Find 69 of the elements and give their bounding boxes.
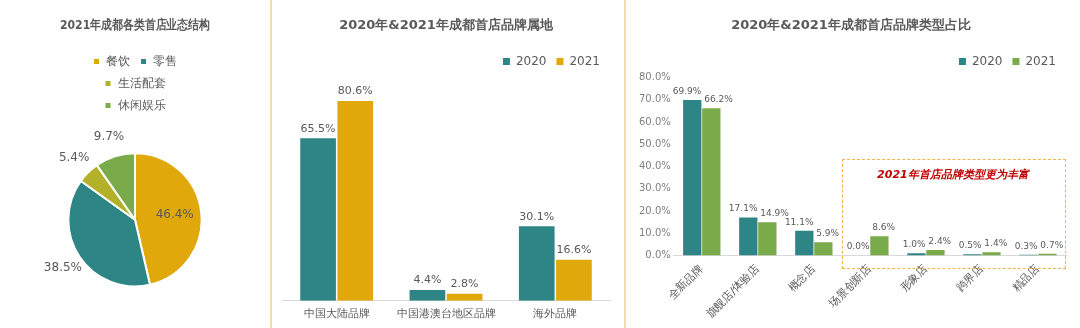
bar xyxy=(870,236,889,256)
data-label: 5.9% xyxy=(816,228,840,239)
x-tick-label: 中国大陆品牌 xyxy=(303,307,370,321)
data-label: 1.4% xyxy=(984,238,1008,249)
x-tick-label: 中国港澳台地区品牌 xyxy=(396,307,496,321)
data-label: 16.6% xyxy=(556,242,592,256)
data-label: 14.9% xyxy=(760,208,790,219)
bar xyxy=(337,100,374,301)
data-label: 38.5% xyxy=(43,259,82,274)
bar xyxy=(409,289,446,301)
data-label: 5.4% xyxy=(58,150,90,165)
data-label: 2.8% xyxy=(450,277,479,291)
bar xyxy=(556,259,592,301)
data-label: 0.7% xyxy=(1040,239,1064,250)
chart-title: 2021年成都各类首店业态结构 xyxy=(59,17,211,33)
data-label: 69.9% xyxy=(672,85,702,96)
x-tick-label: 跨界店 xyxy=(953,261,987,295)
x-tick-label: 海外品牌 xyxy=(533,307,578,321)
bar xyxy=(926,250,945,256)
data-label: 0.3% xyxy=(1014,240,1039,251)
data-label: 4.4% xyxy=(413,273,442,287)
y-tick-label: 80.0% xyxy=(638,71,671,83)
data-label: 30.1% xyxy=(519,209,555,223)
data-label: 17.1% xyxy=(728,203,758,214)
data-label: 66.2% xyxy=(704,94,734,105)
data-label: 1.0% xyxy=(902,239,926,249)
bar xyxy=(795,230,814,256)
chart-title: 2020年&2021年成都首店品牌类型占比 xyxy=(731,17,971,33)
legend-label: 生活配套 xyxy=(117,75,166,90)
legend-label: 2020 xyxy=(971,53,1003,68)
bar xyxy=(982,252,1001,256)
bar xyxy=(814,242,833,256)
x-tick-label: 形象店 xyxy=(897,261,931,295)
data-label: 2.4% xyxy=(928,235,952,246)
legend-label: 餐饮 xyxy=(106,53,130,68)
x-tick-label: 旗舰店/体验店 xyxy=(703,261,762,321)
y-tick-label: 30.0% xyxy=(638,182,671,194)
annotation: 2021年首店品牌类型更为丰富 xyxy=(876,167,1031,183)
y-tick-label: 10.0% xyxy=(638,226,671,238)
y-tick-label: 50.0% xyxy=(638,137,671,149)
x-tick-label: 场景创新店 xyxy=(825,261,875,311)
bar xyxy=(702,108,721,256)
bar xyxy=(300,138,336,301)
data-label: 8.6% xyxy=(872,222,896,233)
y-tick-label: 60.0% xyxy=(638,115,671,127)
data-label: 65.5% xyxy=(300,121,336,135)
bar xyxy=(683,100,702,256)
legend-label: 休闲娱乐 xyxy=(117,97,166,112)
y-tick-label: 20.0% xyxy=(638,204,671,216)
bar xyxy=(518,226,555,301)
bar xyxy=(758,222,777,256)
data-label: 0.5% xyxy=(958,240,983,251)
legend-label: 2021 xyxy=(569,53,601,68)
y-tick-label: 70.0% xyxy=(638,93,671,105)
bar xyxy=(907,253,926,256)
bar xyxy=(739,217,758,256)
y-tick-label: 40.0% xyxy=(638,160,671,172)
data-label: 46.4% xyxy=(155,207,194,222)
x-tick-label: 概念店 xyxy=(785,261,818,295)
y-tick-label: 0.0% xyxy=(645,248,671,260)
data-label: 80.6% xyxy=(337,84,373,98)
legend-label: 2020 xyxy=(515,53,547,68)
x-tick-label: 全新品牌 xyxy=(665,261,706,303)
legend-label: 零售 xyxy=(153,53,177,68)
data-label: 11.1% xyxy=(784,216,814,227)
data-label: 0.0% xyxy=(846,241,870,252)
data-label: 9.7% xyxy=(93,129,125,144)
legend-label: 2021 xyxy=(1025,53,1057,68)
chart-title: 2020年&2021年成都首店品牌属地 xyxy=(339,17,554,33)
